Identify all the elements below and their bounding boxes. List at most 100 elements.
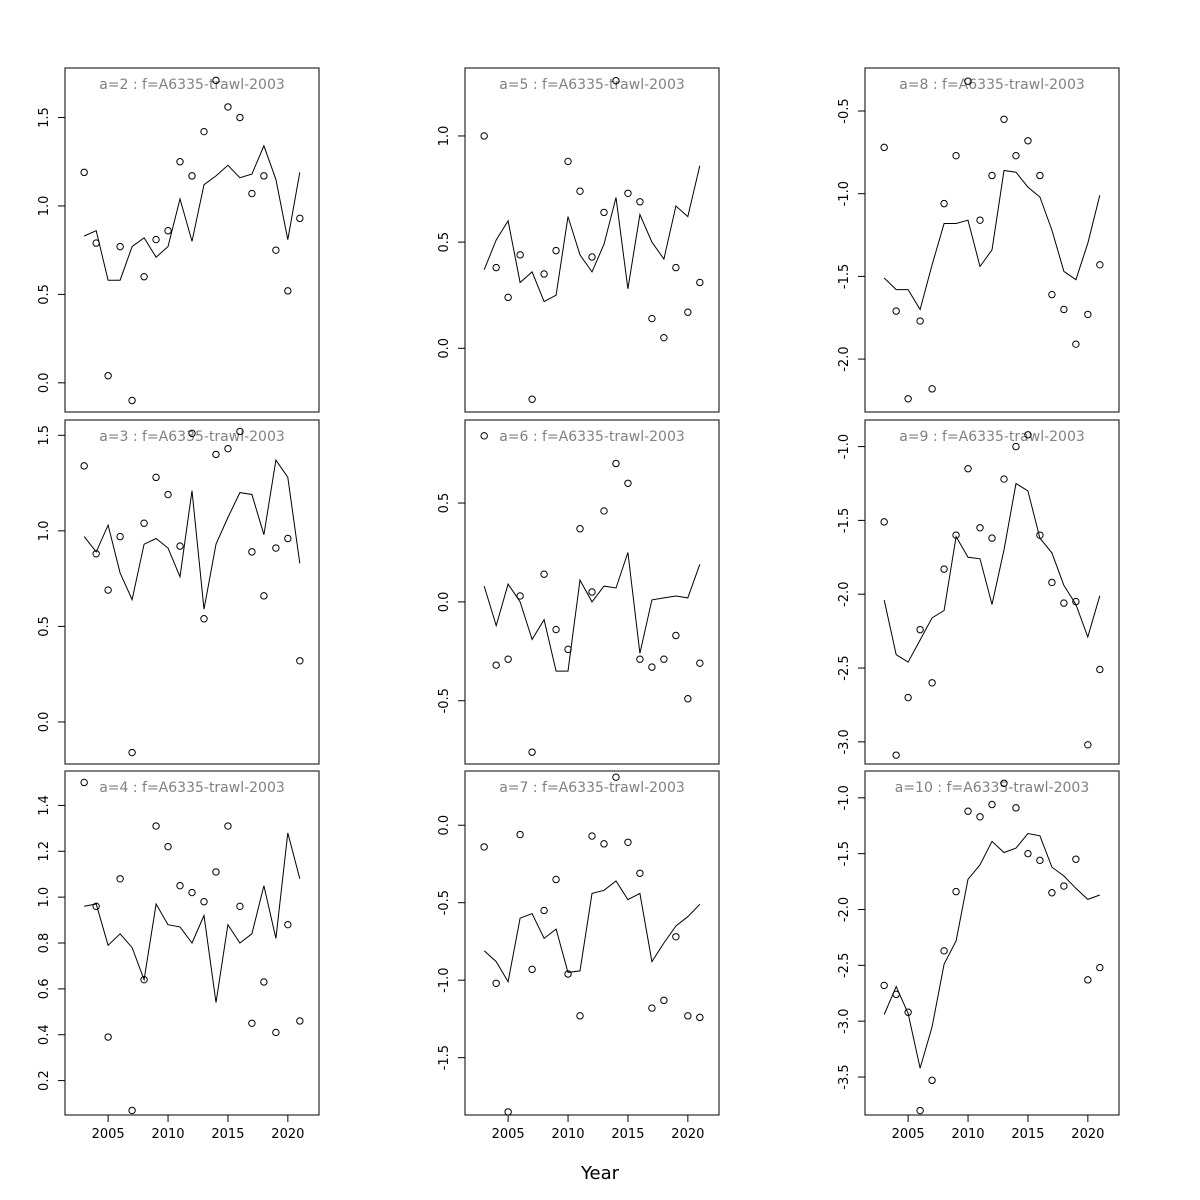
panel-title: a=4 : f=A6335-trawl-2003 xyxy=(99,780,285,796)
observed-point xyxy=(80,778,88,787)
observed-point xyxy=(152,473,160,482)
panel-title: a=2 : f=A6335-trawl-2003 xyxy=(99,77,285,93)
observed-point xyxy=(660,333,668,342)
x-tick-label: 2005 xyxy=(892,1127,925,1142)
observed-point xyxy=(892,751,900,759)
y-tick-label: 1.5 xyxy=(37,425,52,446)
observed-point xyxy=(600,840,608,848)
observed-point xyxy=(492,661,500,669)
y-tick-label: 0.0 xyxy=(437,592,452,613)
observed-point xyxy=(272,544,280,552)
panel-title: a=8 : f=A6335-trawl-2003 xyxy=(899,77,1085,93)
y-tick-label: 0.0 xyxy=(37,712,52,733)
y-tick-label: 0.8 xyxy=(37,933,52,954)
y-tick-label: -3.0 xyxy=(837,729,852,754)
observed-point xyxy=(80,168,88,177)
observed-point xyxy=(588,832,596,840)
observed-point xyxy=(224,444,232,453)
observed-point xyxy=(636,198,644,206)
observed-point xyxy=(648,663,656,671)
observed-point xyxy=(928,385,936,393)
observed-point xyxy=(588,588,596,596)
observed-point xyxy=(904,395,912,403)
observed-point xyxy=(80,462,88,470)
y-tick-label: -1.5 xyxy=(837,841,852,866)
observed-point xyxy=(492,263,500,272)
observed-point xyxy=(296,214,304,223)
x-tick-label: 2010 xyxy=(951,1127,984,1142)
y-tick-label: -2.0 xyxy=(837,346,852,371)
observed-point xyxy=(1084,310,1092,319)
observed-point xyxy=(588,253,596,261)
y-tick-label: 0.6 xyxy=(37,979,52,1000)
observed-point xyxy=(696,659,704,667)
plot-frame xyxy=(464,67,720,413)
observed-point xyxy=(1072,855,1080,863)
observed-point xyxy=(612,459,620,468)
observed-point xyxy=(1072,597,1080,606)
observed-point xyxy=(552,246,560,255)
observed-point xyxy=(648,1004,656,1012)
fitted-line xyxy=(883,832,1100,1069)
observed-point xyxy=(940,947,948,955)
observed-point xyxy=(976,216,984,224)
x-axis-title: Year xyxy=(580,1163,620,1184)
observed-point xyxy=(1048,889,1056,897)
plot-frame xyxy=(864,770,1120,1116)
observed-point xyxy=(176,542,184,550)
y-tick-label: 0.5 xyxy=(37,616,52,637)
panel: a=7 : f=A6335-trawl-2003 -1.5 -1.0 -0.5 0.0 2… xyxy=(437,770,720,1142)
observed-point xyxy=(212,868,220,876)
plot-frame xyxy=(864,419,1120,765)
observed-point xyxy=(600,208,608,217)
observed-point xyxy=(564,645,572,654)
observed-point xyxy=(272,246,280,254)
y-tick-label: -2.5 xyxy=(837,655,852,680)
y-tick-label: -0.5 xyxy=(437,890,452,915)
observed-point xyxy=(624,479,632,487)
observed-point xyxy=(152,822,160,830)
y-tick-label: -1.0 xyxy=(437,968,452,993)
observed-point xyxy=(116,242,124,251)
observed-point xyxy=(260,978,268,986)
x-tick-label: 2005 xyxy=(492,1127,525,1142)
observed-point xyxy=(1084,741,1092,749)
panel: a=10 : f=A6335-trawl-2003 -3.5 -3.0 -2.5 -2.… xyxy=(837,770,1120,1142)
observed-point xyxy=(576,1012,584,1020)
observed-point xyxy=(116,875,124,883)
observed-point xyxy=(176,158,184,166)
x-tick-label: 2005 xyxy=(92,1127,125,1142)
observed-point xyxy=(540,906,548,915)
observed-point xyxy=(212,450,220,459)
observed-point xyxy=(952,151,960,160)
x-tick-label: 2020 xyxy=(671,1127,704,1142)
observed-point xyxy=(504,293,512,302)
observed-point xyxy=(480,132,488,140)
observed-point xyxy=(660,655,668,663)
observed-point xyxy=(176,881,184,890)
observed-point xyxy=(116,532,124,541)
observed-point xyxy=(248,548,256,556)
observed-point xyxy=(892,307,900,315)
observed-point xyxy=(916,317,924,325)
observed-point xyxy=(564,970,572,978)
observed-point xyxy=(916,1106,924,1115)
observed-point xyxy=(104,372,112,380)
y-tick-label: 1.0 xyxy=(37,887,52,908)
observed-point xyxy=(684,1012,692,1020)
observed-point xyxy=(236,902,244,911)
y-tick-label: 1.5 xyxy=(37,107,52,128)
observed-point xyxy=(272,1028,280,1037)
y-tick-label: 1.2 xyxy=(37,841,52,862)
observed-point xyxy=(188,172,196,180)
fitted-line xyxy=(883,169,1101,311)
observed-point xyxy=(952,887,960,896)
observed-point xyxy=(988,534,996,542)
observed-point xyxy=(1048,290,1056,299)
y-tick-label: 0.0 xyxy=(37,372,52,393)
observed-point xyxy=(104,586,112,594)
observed-point xyxy=(1096,665,1104,674)
observed-point xyxy=(612,77,620,85)
y-tick-label: -1.5 xyxy=(437,1045,452,1070)
observed-point xyxy=(200,615,208,623)
